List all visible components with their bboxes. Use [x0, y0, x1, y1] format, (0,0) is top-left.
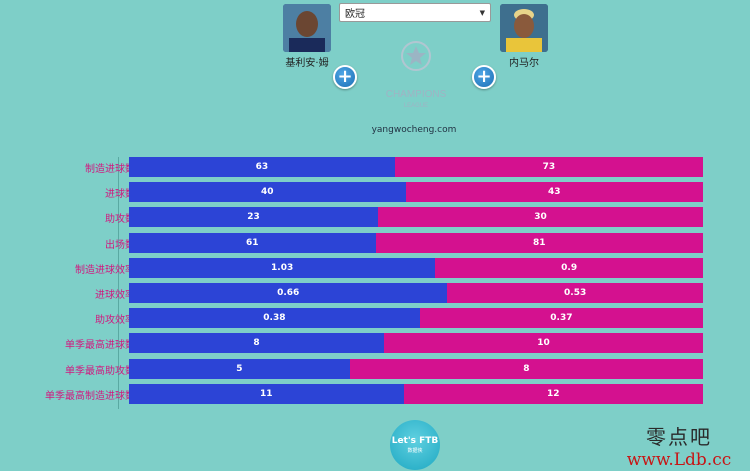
player-left[interactable]: 基利安·姆	[277, 4, 337, 69]
watermark: 零点吧 www.Ldb.cc	[614, 421, 744, 470]
stat-bar: 11 12	[129, 383, 703, 404]
stat-row: 出场数 61 81	[0, 232, 750, 253]
bar-segment-player-left: 40	[129, 182, 406, 203]
stat-label: 进球数	[105, 189, 135, 201]
stat-bar: 23 30	[129, 207, 703, 228]
bar-segment-player-right: 81	[375, 232, 703, 253]
stat-bar: 61 81	[129, 232, 703, 253]
player-left-name: 基利安·姆	[285, 58, 329, 69]
watermark-line2: www.Ldb.cc	[626, 450, 732, 470]
logo-text-champions: CHAMPIONS	[386, 89, 447, 100]
player-left-photo	[283, 4, 331, 52]
bar-segment-player-right: 0.53	[447, 283, 703, 303]
bar-segment-player-left: 61	[129, 232, 376, 253]
chevron-down-icon: ▼	[479, 8, 485, 17]
badge-title: Let's FTB	[391, 436, 439, 446]
stat-bar: 0.38 0.37	[129, 308, 703, 329]
lets-ftb-badge: Let's FTB 数据侠	[390, 420, 440, 470]
bar-segment-player-left: 23	[129, 207, 379, 228]
logo-text-league: LEAGUE	[404, 103, 428, 109]
bar-segment-player-right: 73	[394, 157, 703, 177]
player-right-photo	[500, 4, 548, 52]
stat-row: 助攻数 23 30	[0, 207, 750, 228]
player-right-name: 内马尔	[509, 58, 539, 69]
bar-segment-player-right: 10	[384, 333, 703, 354]
league-select-value: 欧冠	[345, 9, 365, 20]
bar-segment-player-right: 8	[349, 358, 703, 379]
bar-segment-player-left: 63	[129, 157, 395, 177]
league-select[interactable]: 欧冠 ▼	[339, 3, 491, 22]
bar-segment-player-right: 30	[378, 207, 703, 228]
add-player-right-button[interactable]: +	[472, 65, 496, 89]
stat-label: 制造进球效率	[75, 264, 135, 276]
stat-bar: 1.03 0.9	[129, 257, 703, 278]
stat-label: 单季最高制造进球数	[45, 390, 135, 402]
bar-segment-player-right: 0.9	[435, 257, 703, 278]
site-text: yangwocheng.com	[371, 125, 457, 135]
bar-segment-player-right: 12	[403, 383, 703, 404]
stat-label: 助攻数	[105, 214, 135, 226]
stat-label: 出场数	[105, 239, 135, 251]
stat-label: 单季最高进球数	[65, 340, 135, 352]
bar-segment-player-right: 0.37	[419, 308, 703, 329]
bar-segment-player-left: 11	[129, 383, 404, 404]
bar-segment-player-left: 0.38	[129, 308, 420, 329]
stat-row: 进球数 40 43	[0, 182, 750, 203]
stat-bar: 0.66 0.53	[129, 283, 703, 303]
stat-bar: 40 43	[129, 182, 703, 203]
stat-row: 单季最高制造进球数 11 12	[0, 383, 750, 404]
stat-row: 助攻效率 0.38 0.37	[0, 308, 750, 329]
stat-label: 制造进球数	[85, 164, 135, 175]
chart-divider	[118, 157, 119, 409]
stat-bar: 8 10	[129, 333, 703, 354]
stat-label: 助攻效率	[95, 315, 135, 327]
stat-row: 制造进球效率 1.03 0.9	[0, 257, 750, 278]
bar-segment-player-right: 43	[405, 182, 703, 203]
add-player-left-button[interactable]: +	[333, 65, 357, 89]
bar-segment-player-left: 0.66	[129, 283, 448, 303]
stat-bar: 63 73	[129, 157, 703, 177]
stat-label: 单季最高助攻数	[65, 365, 135, 377]
champions-league-logo: CHAMPIONS LEAGUE	[374, 36, 458, 114]
stat-row: 进球效率 0.66 0.53	[0, 283, 750, 303]
bar-segment-player-left: 1.03	[129, 257, 436, 278]
stat-label: 进球效率	[95, 290, 135, 301]
stat-row: 单季最高进球数 8 10	[0, 333, 750, 354]
stat-row: 单季最高助攻数 5 8	[0, 358, 750, 379]
watermark-line1: 零点吧	[646, 425, 712, 449]
stat-row: 制造进球数 63 73	[0, 157, 750, 177]
badge-subtitle: 数据侠	[407, 448, 423, 454]
bar-segment-player-left: 5	[129, 358, 350, 379]
player-right[interactable]: 内马尔	[494, 4, 554, 69]
bar-segment-player-left: 8	[129, 333, 385, 354]
